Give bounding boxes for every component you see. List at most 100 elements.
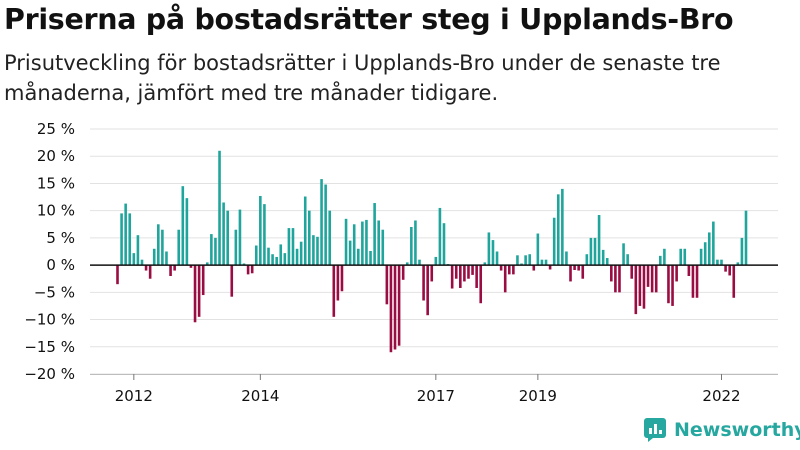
bar <box>275 256 278 266</box>
bar <box>561 188 564 266</box>
bar <box>577 265 580 271</box>
bar <box>610 265 613 282</box>
bar <box>740 237 744 266</box>
bar <box>434 256 438 266</box>
bar <box>426 265 429 316</box>
bar <box>736 262 740 266</box>
bar <box>124 203 127 266</box>
bar <box>299 241 303 266</box>
bar <box>495 251 499 266</box>
y-tick-label: −20 % <box>24 365 75 383</box>
bar <box>381 229 385 266</box>
x-tick-label: 2019 <box>519 387 557 405</box>
bar <box>589 237 593 266</box>
bar <box>136 235 140 266</box>
bar <box>401 265 405 280</box>
bar <box>161 229 164 266</box>
bar <box>536 233 540 266</box>
bar <box>218 150 221 266</box>
bar <box>507 265 511 275</box>
bar <box>320 179 323 266</box>
bar <box>675 265 678 282</box>
bar <box>548 265 552 270</box>
bar <box>267 247 270 266</box>
bar <box>332 265 336 317</box>
bar <box>650 265 654 293</box>
bar <box>193 265 197 323</box>
bar <box>487 232 491 266</box>
bar <box>544 259 548 266</box>
newsworthy-logo-icon <box>644 418 666 442</box>
bar <box>242 263 246 266</box>
brand-name: Newsworthy <box>674 419 800 441</box>
bar <box>622 243 625 266</box>
bar <box>393 265 397 350</box>
bar <box>491 240 495 266</box>
bar <box>744 210 748 266</box>
bar <box>683 248 687 266</box>
x-tick-label: 2014 <box>241 387 279 405</box>
bar <box>328 210 332 266</box>
chart-title: Priserna på bostadsrätter steg i Uppland… <box>4 3 734 36</box>
brand-logo: Newsworthy <box>644 418 800 442</box>
bar <box>597 215 601 266</box>
bar <box>405 262 409 266</box>
bar <box>295 248 299 266</box>
bar <box>581 265 585 279</box>
bar <box>226 210 229 266</box>
bar <box>703 242 707 266</box>
bar <box>144 265 148 271</box>
bar <box>728 265 731 276</box>
bar <box>197 265 201 317</box>
bar <box>308 210 311 266</box>
bar <box>618 265 621 293</box>
bar <box>646 265 650 287</box>
bar <box>214 237 217 266</box>
bar <box>173 265 176 271</box>
bar <box>414 220 417 266</box>
bar <box>471 265 474 275</box>
bar <box>152 248 156 266</box>
bar <box>185 198 189 266</box>
bar <box>234 229 238 266</box>
bar <box>691 265 695 298</box>
bar <box>181 186 185 266</box>
bar <box>397 265 401 346</box>
bar <box>148 265 152 279</box>
bar <box>528 254 531 266</box>
chart-subtitle: Prisutveckling för bostadsrätter i Uppla… <box>4 51 721 105</box>
bar <box>238 209 242 266</box>
bar <box>246 265 250 275</box>
y-tick-label: 15 % <box>37 174 75 192</box>
y-tick-label: 20 % <box>37 147 75 165</box>
bar <box>450 265 454 289</box>
bar <box>361 221 364 266</box>
bar <box>573 265 576 271</box>
bar <box>459 265 462 288</box>
x-tick-label: 2017 <box>417 387 455 405</box>
y-tick-label: 5 % <box>46 229 75 247</box>
bar <box>336 265 340 301</box>
bar <box>442 223 446 266</box>
bar <box>499 265 503 271</box>
bar <box>140 259 144 266</box>
bar <box>201 265 205 296</box>
y-tick-label: 10 % <box>37 202 75 220</box>
bar <box>377 220 380 266</box>
bar <box>303 196 307 266</box>
bar <box>356 248 360 266</box>
bar <box>454 265 458 279</box>
bar <box>520 263 523 266</box>
bar <box>120 213 123 266</box>
bar <box>663 248 666 266</box>
bar <box>422 265 425 301</box>
bar <box>569 265 572 282</box>
bar <box>679 248 682 266</box>
bar <box>503 265 507 293</box>
bar <box>418 259 421 266</box>
bar <box>524 255 527 266</box>
bar <box>552 217 556 266</box>
bar <box>565 251 568 266</box>
bar <box>369 250 372 266</box>
